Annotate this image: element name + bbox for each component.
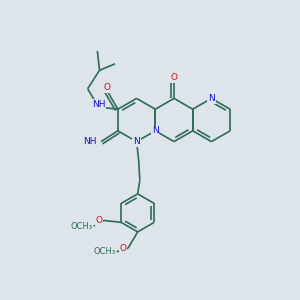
Text: O: O xyxy=(103,83,111,92)
Text: N: N xyxy=(90,137,97,146)
Text: O: O xyxy=(170,73,178,82)
Text: O: O xyxy=(120,244,127,253)
Text: OCH₃: OCH₃ xyxy=(70,222,92,231)
Text: N: N xyxy=(208,94,215,103)
Text: NH: NH xyxy=(92,100,105,109)
Text: N: N xyxy=(133,137,140,146)
Text: NH: NH xyxy=(83,137,97,146)
Text: O: O xyxy=(96,216,103,225)
Text: OCH₃: OCH₃ xyxy=(93,247,115,256)
Text: N: N xyxy=(152,126,159,135)
